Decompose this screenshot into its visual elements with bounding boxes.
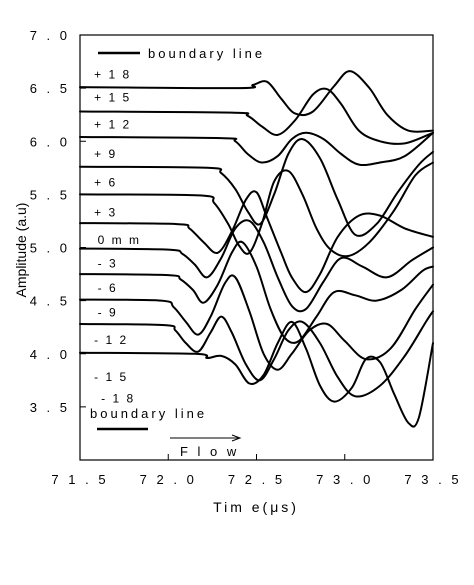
- y-axis-ticks: 3 . 5 4 . 0 4 . 5 5 . 0 5 . 5 6 . 0 6 . 5 7 . 0: [30, 28, 86, 415]
- trace-label: 0 m m: [98, 233, 141, 247]
- y-tick-label: 4 . 5: [30, 294, 70, 309]
- trace-label: - 1 2: [94, 333, 128, 347]
- x-tick-label: 7 3 . 5: [404, 472, 461, 487]
- y-tick-label: 7 . 0: [30, 28, 70, 43]
- x-axis-ticks: 7 1 . 5 7 2 . 0 7 2 . 5 7 3 . 0 7 3 . 5: [51, 454, 461, 487]
- series-line-+3: [79, 190, 434, 294]
- trace-label: - 6: [98, 281, 118, 295]
- x-axis-title: Tim e(μs): [213, 499, 299, 515]
- y-tick-label: 3 . 5: [30, 400, 70, 415]
- x-tick-label: 7 2 . 0: [140, 472, 197, 487]
- x-tick-label: 7 1 . 5: [51, 472, 108, 487]
- y-tick-label: 4 . 0: [30, 347, 70, 362]
- x-tick-label: 7 3 . 0: [316, 472, 373, 487]
- trace-label: - 1 8: [101, 391, 135, 405]
- y-tick-label: 5 . 0: [30, 241, 70, 256]
- series-line--9: [79, 310, 434, 398]
- x-tick-label: 7 2 . 5: [228, 472, 285, 487]
- trace-label: + 9: [94, 147, 117, 161]
- series-line-+15: [79, 87, 434, 145]
- series-line--3: [79, 240, 434, 344]
- flow-arrowhead-icon: [231, 434, 242, 442]
- trace-label: + 1 2: [94, 117, 131, 131]
- trace-label: - 3: [98, 256, 118, 270]
- trace-label: + 1 5: [94, 91, 131, 105]
- y-axis-title: Amplitude (a.u): [13, 203, 29, 298]
- y-tick-label: 6 . 5: [30, 81, 70, 96]
- legend-bottom-label: boundary line: [90, 406, 207, 421]
- trace-label: + 3: [94, 205, 117, 219]
- trace-labels: + 1 8 + 1 5 + 1 2 + 9 + 6 + 3 0 m m - 3 - 6 - 9 - …: [94, 67, 141, 405]
- series-line-+9: [79, 138, 434, 237]
- series-line--6: [79, 274, 434, 371]
- series-line-+18: [79, 70, 434, 133]
- trace-label: + 1 8: [94, 67, 131, 81]
- series-line-+6: [79, 161, 434, 258]
- series-line--12: [79, 320, 434, 428]
- series-line-+12: [79, 131, 434, 167]
- flow-label: F l o w: [180, 444, 239, 459]
- trace-label: + 6: [94, 176, 117, 190]
- series-line-0mm: [79, 219, 434, 313]
- trace-label: - 1 5: [94, 370, 128, 384]
- y-tick-label: 6 . 0: [30, 134, 70, 149]
- legend-top-label: boundary line: [148, 46, 265, 61]
- y-tick-label: 5 . 5: [30, 187, 70, 202]
- trace-label: - 9: [98, 305, 118, 319]
- series-group: [79, 70, 434, 428]
